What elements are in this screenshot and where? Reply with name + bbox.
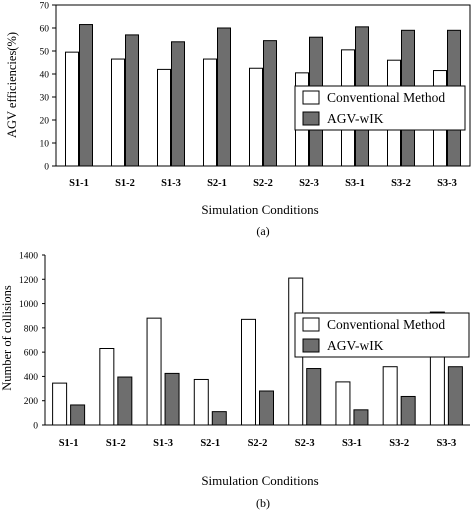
bar-a-agvwik-s2-2	[263, 40, 277, 167]
x-axis-title-b: Simulation Conditions	[201, 473, 318, 488]
y-tick-label-a-50: 50	[40, 48, 50, 58]
y-tick-label-b-1000: 1000	[19, 300, 38, 310]
panel-label-a: (a)	[256, 224, 269, 238]
bar-b-agvwik-s1-3	[164, 372, 180, 426]
y-tick-label-a-0: 0	[44, 163, 49, 173]
y-tick-label-a-70: 70	[40, 2, 50, 12]
x-tick-label-b-s1-3: S1-3	[153, 438, 173, 449]
bar-a-conventional-s2-2	[249, 67, 263, 167]
bar-a-agvwik-s1-1	[79, 24, 93, 167]
bar-a-agvwik-s2-1	[217, 27, 231, 167]
x-tick-label-a-s1-3: S1-3	[161, 178, 181, 189]
x-tick-label-a-s2-3: S2-3	[299, 178, 319, 189]
y-tick-label-b-400: 400	[24, 373, 39, 383]
bar-b-conventional-s1-2	[99, 348, 115, 426]
bar-b-conventional-s1-1	[52, 382, 68, 426]
chart-a: 0 10 20 30 40 50 60 70 S1-1 S1-2 S1-3 S2-1 S2-2 S2-3…	[5, 2, 471, 238]
legend-swatch-a-agvwik	[302, 111, 320, 126]
bar-a-conventional-s1-2	[111, 58, 125, 167]
legend-box-a	[294, 85, 466, 131]
bar-b-agvwik-s3-1	[353, 409, 369, 426]
legend-label-a-agvwik: AGV-wIK	[327, 111, 384, 126]
bar-b-agvwik-s3-2	[400, 395, 416, 426]
legend-swatch-b-agvwik	[302, 338, 320, 353]
y-axis-title-a: AGV efficiencies(%)	[5, 32, 19, 138]
bar-b-agvwik-s2-1	[211, 411, 227, 426]
x-tick-label-a-s2-1: S2-1	[207, 178, 227, 189]
legend-label-b-conventional: Conventional Method	[327, 317, 445, 332]
x-tick-label-b-s3-3: S3-3	[436, 438, 456, 449]
y-tick-label-b-800: 800	[24, 324, 39, 334]
bar-b-agvwik-s2-2	[259, 390, 274, 426]
x-tick-label-a-s3-2: S3-2	[391, 178, 411, 189]
x-tick-label-b-s2-2: S2-2	[248, 438, 268, 449]
legend-swatch-b-conventional	[302, 317, 320, 332]
x-categories-a: S1-1 S1-2 S1-3 S2-1 S2-2 S2-3 S3-1 S3-2 S3-3	[69, 178, 457, 189]
bar-a-conventional-s1-3	[157, 68, 171, 167]
y-tick-label-b-200: 200	[24, 397, 39, 407]
x-tick-label-a-s1-1: S1-1	[69, 178, 89, 189]
x-tick-label-b-s2-3: S2-3	[295, 438, 315, 449]
bar-b-agvwik-s2-3	[306, 368, 322, 426]
y-tick-label-b-1400: 1400	[19, 252, 38, 262]
y-tick-label-a-40: 40	[40, 71, 50, 81]
y-tick-label-a-10: 10	[40, 140, 50, 150]
legend-swatch-a-conventional	[302, 90, 320, 105]
y-axis-title-b: Number of collisions	[0, 285, 14, 391]
y-ticks-a: 0 10 20 30 40 50 60 70	[40, 2, 56, 173]
bar-b-conventional-s2-1	[193, 378, 209, 426]
bar-b-conventional-s2-2	[241, 318, 256, 426]
legend-b: Conventional Method AGV-wIK	[294, 312, 470, 358]
bar-b-agvwik-s1-2	[117, 376, 133, 426]
x-categories-b: S1-1 S1-2 S1-3 S2-1 S2-2 S2-3 S3-1 S3-2 S3-3	[59, 438, 457, 449]
bar-b-agvwik-s1-1	[70, 404, 86, 426]
x-tick-label-b-s1-1: S1-1	[59, 438, 79, 449]
bar-b-agvwik-s3-3	[447, 366, 463, 426]
y-tick-label-a-20: 20	[40, 117, 50, 127]
bar-a-agvwik-s1-2	[125, 34, 139, 167]
y-tick-label-b-0: 0	[33, 422, 38, 432]
y-tick-label-b-600: 600	[24, 349, 39, 359]
chart-b: 0 200 400 600 800 1000 1200 1400 S1-1 S1-2 S1-3 S2…	[0, 252, 470, 510]
legend-a: Conventional Method AGV-wIK	[294, 85, 466, 131]
bar-b-conventional-s3-2	[382, 366, 398, 426]
x-tick-label-a-s1-2: S1-2	[115, 178, 135, 189]
x-tick-label-b-s3-1: S3-1	[342, 438, 362, 449]
bar-a-conventional-s1-1	[65, 51, 79, 167]
y-ticks-b: 0 200 400 600 800 1000 1200 1400	[19, 252, 45, 432]
x-tick-label-b-s2-1: S2-1	[200, 438, 220, 449]
legend-label-b-agvwik: AGV-wIK	[327, 338, 384, 353]
legend-label-a-conventional: Conventional Method	[327, 90, 445, 105]
x-tick-label-a-s3-3: S3-3	[437, 178, 457, 189]
x-tick-label-a-s3-1: S3-1	[345, 178, 365, 189]
x-axis-title-a: Simulation Conditions	[201, 202, 318, 217]
legend-box-b	[294, 312, 470, 358]
y-tick-label-b-1200: 1200	[19, 276, 38, 286]
bar-a-conventional-s2-1	[203, 58, 217, 167]
bar-b-conventional-s3-1	[335, 381, 351, 426]
y-tick-label-a-60: 60	[40, 25, 50, 35]
y-tick-label-a-30: 30	[40, 94, 50, 104]
x-tick-label-b-s3-2: S3-2	[389, 438, 409, 449]
bar-a-agvwik-s1-3	[171, 41, 185, 167]
x-tick-label-a-s2-2: S2-2	[253, 178, 273, 189]
bar-b-conventional-s1-3	[146, 317, 162, 426]
x-tick-label-b-s1-2: S1-2	[106, 438, 126, 449]
panel-label-b: (b)	[256, 496, 270, 510]
